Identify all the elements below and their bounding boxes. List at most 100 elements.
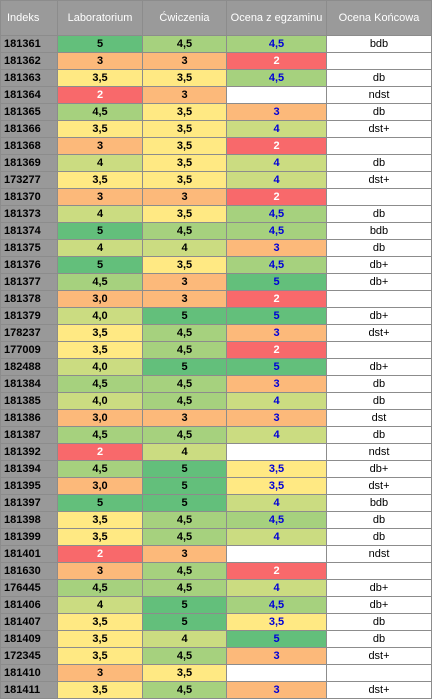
cell-laboratorium[interactable]: 3: [57, 137, 143, 155]
cell-indeks[interactable]: 181366: [0, 120, 58, 138]
cell-ocena-koncowa[interactable]: db+: [326, 358, 432, 376]
cell-cwiczenia[interactable]: 3: [142, 409, 227, 427]
cell-cwiczenia[interactable]: 3: [142, 545, 227, 563]
cell-laboratorium[interactable]: 4,5: [57, 375, 143, 393]
cell-egzamin[interactable]: 4: [226, 171, 327, 189]
cell-laboratorium[interactable]: 4,5: [57, 103, 143, 121]
cell-laboratorium[interactable]: 3,5: [57, 630, 143, 648]
cell-cwiczenia[interactable]: 4,5: [142, 35, 227, 53]
cell-laboratorium[interactable]: 4,0: [57, 392, 143, 410]
cell-egzamin[interactable]: 3,5: [226, 477, 327, 495]
cell-egzamin[interactable]: 4,5: [226, 222, 327, 240]
cell-ocena-koncowa[interactable]: ndst: [326, 545, 432, 563]
cell-egzamin[interactable]: 5: [226, 273, 327, 291]
cell-cwiczenia[interactable]: 3,5: [142, 137, 227, 155]
cell-indeks[interactable]: 181401: [0, 545, 58, 563]
cell-indeks[interactable]: 182488: [0, 358, 58, 376]
cell-ocena-koncowa[interactable]: db: [326, 375, 432, 393]
cell-indeks[interactable]: 181411: [0, 681, 58, 699]
cell-laboratorium[interactable]: 3,5: [57, 681, 143, 699]
cell-cwiczenia[interactable]: 4,5: [142, 579, 227, 597]
header-koncowa[interactable]: Ocena Końcowa: [326, 0, 432, 36]
cell-egzamin[interactable]: 4: [226, 392, 327, 410]
cell-indeks[interactable]: 181374: [0, 222, 58, 240]
cell-egzamin[interactable]: 3: [226, 239, 327, 257]
cell-laboratorium[interactable]: 3: [57, 664, 143, 682]
cell-indeks[interactable]: 181387: [0, 426, 58, 444]
cell-ocena-koncowa[interactable]: [326, 188, 432, 206]
cell-laboratorium[interactable]: 2: [57, 545, 143, 563]
cell-egzamin[interactable]: 5: [226, 307, 327, 325]
cell-laboratorium[interactable]: 3,5: [57, 528, 143, 546]
cell-indeks[interactable]: 181377: [0, 273, 58, 291]
cell-cwiczenia[interactable]: 3,5: [142, 205, 227, 223]
cell-cwiczenia[interactable]: 3: [142, 52, 227, 70]
cell-egzamin[interactable]: 4,5: [226, 596, 327, 614]
cell-laboratorium[interactable]: 5: [57, 222, 143, 240]
cell-cwiczenia[interactable]: 4,5: [142, 341, 227, 359]
cell-ocena-koncowa[interactable]: db: [326, 426, 432, 444]
cell-ocena-koncowa[interactable]: dst+: [326, 171, 432, 189]
cell-ocena-koncowa[interactable]: bdb: [326, 35, 432, 53]
cell-indeks[interactable]: 181409: [0, 630, 58, 648]
cell-cwiczenia[interactable]: 4: [142, 239, 227, 257]
cell-ocena-koncowa[interactable]: [326, 562, 432, 580]
cell-indeks[interactable]: 181376: [0, 256, 58, 274]
cell-ocena-koncowa[interactable]: db: [326, 239, 432, 257]
cell-egzamin[interactable]: 4: [226, 494, 327, 512]
cell-laboratorium[interactable]: 3: [57, 188, 143, 206]
cell-indeks[interactable]: 177009: [0, 341, 58, 359]
cell-ocena-koncowa[interactable]: db: [326, 205, 432, 223]
cell-ocena-koncowa[interactable]: dst+: [326, 681, 432, 699]
cell-cwiczenia[interactable]: 4,5: [142, 426, 227, 444]
cell-laboratorium[interactable]: 3,0: [57, 409, 143, 427]
cell-cwiczenia[interactable]: 3,5: [142, 69, 227, 87]
cell-indeks[interactable]: 181379: [0, 307, 58, 325]
header-indeks[interactable]: Indeks: [0, 0, 58, 36]
cell-egzamin[interactable]: [226, 664, 327, 682]
cell-laboratorium[interactable]: 4,5: [57, 460, 143, 478]
cell-indeks[interactable]: 181392: [0, 443, 58, 461]
cell-ocena-koncowa[interactable]: dst+: [326, 477, 432, 495]
cell-indeks[interactable]: 181378: [0, 290, 58, 308]
cell-ocena-koncowa[interactable]: [326, 664, 432, 682]
cell-egzamin[interactable]: 2: [226, 290, 327, 308]
cell-egzamin[interactable]: 2: [226, 188, 327, 206]
cell-laboratorium[interactable]: 4: [57, 239, 143, 257]
cell-cwiczenia[interactable]: 4: [142, 630, 227, 648]
cell-laboratorium[interactable]: 3,0: [57, 290, 143, 308]
cell-ocena-koncowa[interactable]: db: [326, 154, 432, 172]
cell-ocena-koncowa[interactable]: dst+: [326, 120, 432, 138]
cell-cwiczenia[interactable]: 3,5: [142, 664, 227, 682]
cell-cwiczenia[interactable]: 3: [142, 86, 227, 104]
cell-ocena-koncowa[interactable]: db: [326, 528, 432, 546]
cell-laboratorium[interactable]: 3,5: [57, 69, 143, 87]
cell-egzamin[interactable]: 4,5: [226, 256, 327, 274]
cell-indeks[interactable]: 181373: [0, 205, 58, 223]
cell-egzamin[interactable]: 2: [226, 562, 327, 580]
cell-indeks[interactable]: 181369: [0, 154, 58, 172]
cell-laboratorium[interactable]: 3,5: [57, 341, 143, 359]
cell-indeks[interactable]: 181406: [0, 596, 58, 614]
cell-ocena-koncowa[interactable]: bdb: [326, 494, 432, 512]
cell-egzamin[interactable]: [226, 86, 327, 104]
cell-cwiczenia[interactable]: 4,5: [142, 647, 227, 665]
cell-indeks[interactable]: 181385: [0, 392, 58, 410]
cell-cwiczenia[interactable]: 4,5: [142, 392, 227, 410]
cell-ocena-koncowa[interactable]: dst+: [326, 647, 432, 665]
cell-laboratorium[interactable]: 4,5: [57, 273, 143, 291]
cell-indeks[interactable]: 176445: [0, 579, 58, 597]
cell-ocena-koncowa[interactable]: db+: [326, 256, 432, 274]
cell-cwiczenia[interactable]: 5: [142, 613, 227, 631]
cell-cwiczenia[interactable]: 3,5: [142, 154, 227, 172]
cell-laboratorium[interactable]: 4,5: [57, 579, 143, 597]
cell-indeks[interactable]: 181375: [0, 239, 58, 257]
cell-laboratorium[interactable]: 2: [57, 86, 143, 104]
cell-egzamin[interactable]: 3: [226, 324, 327, 342]
header-laboratorium[interactable]: Laboratorium: [57, 0, 143, 36]
cell-ocena-koncowa[interactable]: ndst: [326, 443, 432, 461]
cell-ocena-koncowa[interactable]: bdb: [326, 222, 432, 240]
cell-egzamin[interactable]: 3: [226, 681, 327, 699]
cell-cwiczenia[interactable]: 3,5: [142, 120, 227, 138]
cell-indeks[interactable]: 181363: [0, 69, 58, 87]
